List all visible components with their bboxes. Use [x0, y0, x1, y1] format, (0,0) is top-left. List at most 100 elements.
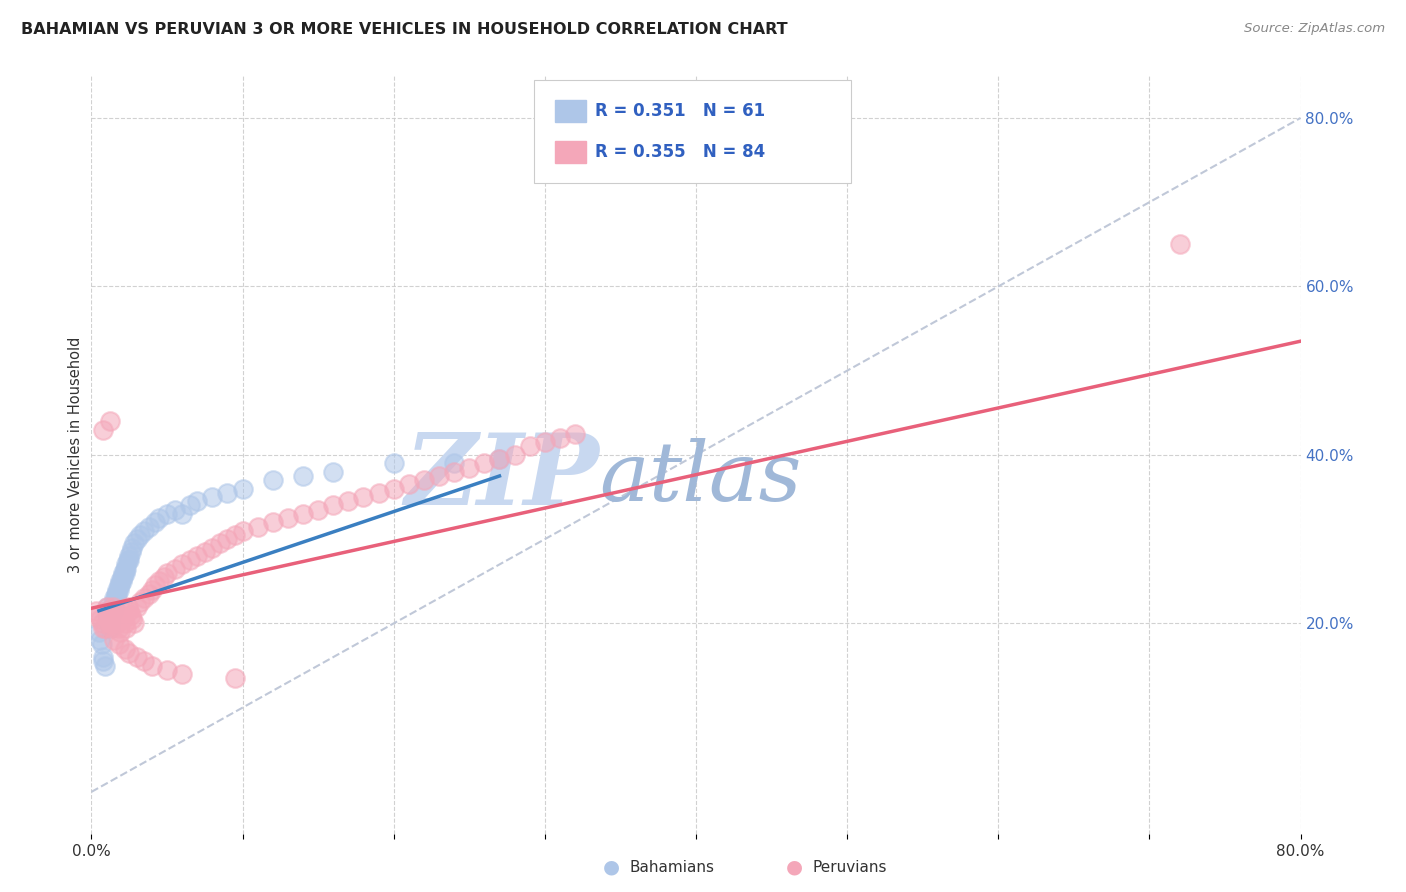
Point	[101, 599, 124, 614]
Point	[117, 599, 139, 614]
Point	[458, 460, 481, 475]
Point	[172, 667, 194, 681]
Point	[112, 566, 135, 580]
Point	[96, 599, 118, 614]
Point	[134, 591, 156, 606]
Point	[112, 570, 135, 584]
Point	[91, 637, 114, 651]
Text: R = 0.351   N = 61: R = 0.351 N = 61	[595, 102, 765, 120]
Point	[125, 599, 148, 614]
Point	[217, 485, 239, 500]
Point	[105, 616, 128, 631]
Point	[503, 448, 526, 462]
Point	[105, 587, 128, 601]
Point	[277, 511, 299, 525]
Point	[564, 426, 586, 441]
Point	[382, 456, 405, 470]
Point	[104, 587, 127, 601]
Point	[108, 578, 131, 592]
Point	[104, 591, 127, 606]
Point	[224, 671, 246, 685]
Point	[118, 646, 141, 660]
Point	[107, 637, 129, 651]
Point	[120, 545, 142, 559]
Point	[107, 621, 129, 635]
Point	[114, 562, 136, 576]
Point	[208, 536, 231, 550]
Point	[118, 604, 141, 618]
Point	[337, 494, 360, 508]
Point	[194, 545, 217, 559]
Point	[352, 490, 374, 504]
Point	[163, 562, 186, 576]
Point	[121, 612, 143, 626]
Point	[107, 578, 129, 592]
Point	[107, 582, 129, 597]
Text: R = 0.355   N = 84: R = 0.355 N = 84	[595, 144, 765, 161]
Point	[93, 650, 115, 665]
Point	[322, 499, 344, 513]
Text: ZIP: ZIP	[405, 429, 599, 526]
Point	[134, 524, 156, 538]
Point	[519, 440, 541, 454]
Text: ●: ●	[786, 857, 803, 877]
Text: ●: ●	[603, 857, 620, 877]
Point	[443, 465, 465, 479]
Text: Bahamians: Bahamians	[630, 860, 714, 874]
Point	[94, 658, 117, 673]
Point	[96, 599, 118, 614]
Point	[105, 582, 128, 597]
Point	[120, 607, 142, 622]
Point	[93, 621, 115, 635]
Point	[201, 490, 224, 504]
Point	[114, 566, 136, 580]
Point	[114, 641, 136, 656]
Point	[224, 528, 246, 542]
Point	[100, 604, 122, 618]
Point	[367, 485, 389, 500]
Point	[138, 519, 160, 533]
Point	[163, 502, 186, 516]
Point	[134, 654, 156, 668]
Point	[108, 624, 131, 639]
Point	[128, 595, 150, 609]
Point	[143, 578, 166, 592]
Point	[141, 658, 163, 673]
Point	[172, 558, 194, 572]
Point	[488, 452, 510, 467]
Point	[103, 595, 125, 609]
Point	[156, 566, 179, 580]
Point	[398, 477, 420, 491]
Point	[97, 612, 120, 626]
Point	[148, 574, 170, 589]
Point	[262, 516, 284, 530]
Point	[97, 612, 120, 626]
Point	[91, 616, 114, 631]
Point	[217, 532, 239, 546]
Point	[121, 541, 143, 555]
Point	[103, 607, 125, 622]
Point	[103, 591, 125, 606]
Point	[122, 536, 145, 550]
Point	[98, 621, 121, 635]
Point	[98, 616, 121, 631]
Point	[322, 465, 344, 479]
Point	[100, 607, 122, 622]
Point	[231, 524, 253, 538]
Point	[96, 604, 118, 618]
Point	[1168, 237, 1191, 252]
Point	[472, 456, 495, 470]
Point	[548, 431, 571, 445]
Point	[141, 582, 163, 597]
Point	[111, 570, 132, 584]
Point	[156, 663, 179, 677]
Point	[96, 604, 118, 618]
Point	[89, 612, 111, 626]
Point	[179, 553, 201, 567]
Point	[443, 456, 465, 470]
Point	[172, 507, 194, 521]
Point	[382, 482, 405, 496]
Point	[117, 553, 139, 567]
Point	[231, 482, 253, 496]
Point	[111, 604, 132, 618]
